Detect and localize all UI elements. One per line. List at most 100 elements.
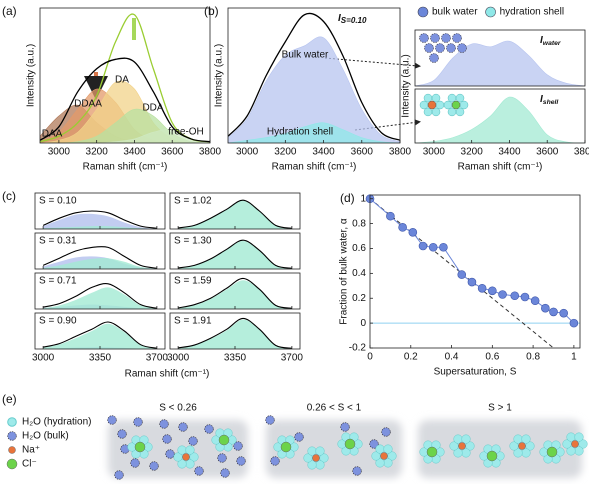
bulk-water	[369, 439, 379, 449]
bulk-icon	[446, 43, 456, 53]
x-axis-label: Raman shift (cm⁻¹)	[272, 162, 357, 173]
bulk-water	[194, 466, 204, 476]
x-tick-label: 3800	[199, 147, 222, 158]
line	[178, 199, 292, 229]
point	[549, 307, 558, 317]
x-tick-label: 3000	[48, 147, 71, 158]
shell-icon	[447, 93, 457, 103]
hydration-water	[315, 446, 325, 456]
point	[488, 286, 497, 296]
legend-icon	[8, 446, 16, 454]
bulk-water	[204, 424, 214, 434]
shell-icon	[455, 93, 465, 103]
area	[178, 240, 292, 269]
pointer	[324, 57, 421, 69]
bulk-water	[165, 449, 175, 459]
state-label: 0.26 < S < 1	[307, 403, 362, 414]
plot-frame	[414, 88, 586, 144]
point	[386, 211, 395, 221]
panel-condition: S = 1.02	[174, 196, 212, 207]
hydration-water	[185, 445, 195, 455]
panel-label: (c)	[2, 189, 16, 203]
x-tick-label: 0.8	[526, 352, 540, 363]
line	[178, 277, 292, 309]
hydration-water	[574, 432, 584, 442]
x-tick-label: 0.4	[445, 352, 459, 363]
point	[520, 292, 530, 302]
plot-frame	[39, 7, 211, 144]
shell-icon	[447, 107, 457, 117]
line	[43, 321, 157, 349]
legend-label: bulk water	[432, 7, 478, 18]
bulk-icon	[419, 33, 429, 43]
ion	[344, 438, 356, 450]
bulk-water	[130, 458, 140, 468]
pointer	[354, 119, 421, 131]
x-tick-label: 3200	[86, 147, 109, 158]
component-label: free-OH	[168, 127, 204, 138]
bulk-water	[352, 466, 362, 476]
point	[418, 241, 428, 251]
hydration-water	[177, 459, 187, 469]
panel-label: (b)	[204, 4, 219, 18]
legend-icon	[7, 417, 17, 427]
annotation: Bulk water	[282, 50, 329, 61]
line	[228, 12, 400, 141]
shell-icon	[435, 100, 445, 110]
x-tick-label: 3800	[574, 147, 589, 158]
bulk-icon	[424, 43, 434, 53]
x-tick-label: 3000	[236, 147, 259, 158]
point	[428, 242, 438, 252]
x-tick-label: 3600	[536, 147, 559, 158]
x-tick-label: 1	[571, 352, 577, 363]
x-tick-label: 3400	[498, 147, 521, 158]
ion-icon	[427, 100, 437, 110]
area	[178, 280, 292, 309]
hydration-water	[513, 448, 523, 458]
state-label: S < 0.26	[159, 403, 197, 414]
x-tick-label: 3700	[146, 353, 169, 364]
hydration-water	[383, 444, 393, 454]
area	[228, 122, 400, 143]
x-tick-label: 3000	[32, 353, 55, 364]
bulk-icon	[430, 33, 440, 43]
x-axis-label: Raman shift (cm⁻¹)	[458, 162, 543, 173]
x-tick-label: 3000	[167, 353, 190, 364]
title-main: I	[540, 94, 543, 105]
ion	[280, 441, 292, 453]
hydration-water	[453, 434, 463, 444]
x-tick-label: 0.2	[404, 352, 418, 363]
ion	[134, 441, 146, 453]
y-tick-label: 0.8	[352, 218, 366, 229]
component-label: DDAA	[74, 99, 102, 110]
x-axis-label: Raman shift (cm⁻¹)	[125, 369, 210, 380]
hydration-water	[566, 432, 576, 442]
panel-label: (a)	[2, 4, 17, 18]
shell-icon	[459, 100, 469, 110]
ion	[182, 453, 190, 461]
y-tick-label: 0.6	[352, 243, 366, 254]
bulk-water	[7, 431, 17, 441]
bulk-water	[162, 434, 172, 444]
bulk-water	[159, 419, 169, 429]
line	[178, 239, 292, 269]
panel-condition: S = 0.10	[39, 196, 77, 207]
point	[498, 290, 507, 299]
bulk-water	[117, 429, 127, 439]
hydration-water	[513, 434, 523, 444]
point	[530, 296, 540, 306]
legend-icon	[6, 458, 18, 470]
hydration-water	[383, 458, 393, 468]
point	[467, 277, 477, 287]
legend-label: H₂O (bulk)	[22, 431, 69, 442]
bulk-water	[114, 470, 124, 480]
bulk-icon	[435, 43, 445, 53]
point	[398, 223, 407, 232]
point	[569, 318, 579, 328]
component-label: DDA	[142, 103, 163, 114]
legend-label: hydration shell	[500, 7, 564, 18]
plot-frame	[414, 29, 586, 87]
panel-label: (d)	[340, 191, 355, 205]
area	[178, 319, 292, 349]
y-axis-label: Fraction of bulk water, α	[339, 218, 350, 325]
